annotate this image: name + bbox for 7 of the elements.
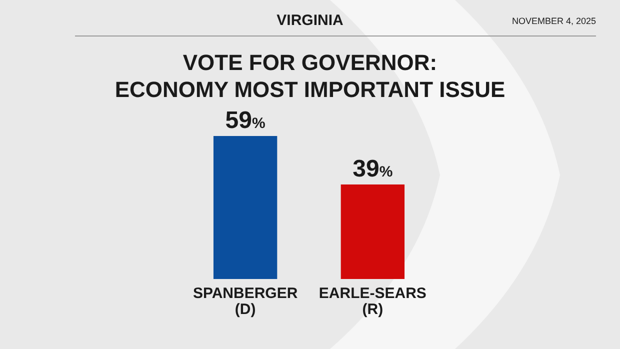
x-tick-label: SPANBERGER (D) (192, 285, 298, 318)
x-tick-label: EARLE-SEARS (R) (318, 285, 426, 318)
text: NOVEMBER 4, 2025 (512, 16, 596, 26)
data-label: 59% (225, 107, 266, 134)
chart-title: VOTE FOR GOVERNOR: ECONOMY MOST IMPORTANT ISSUE (114, 50, 506, 102)
chart-subtitle: VIRGINIA (276, 12, 344, 29)
data-label: 39% (352, 155, 393, 182)
